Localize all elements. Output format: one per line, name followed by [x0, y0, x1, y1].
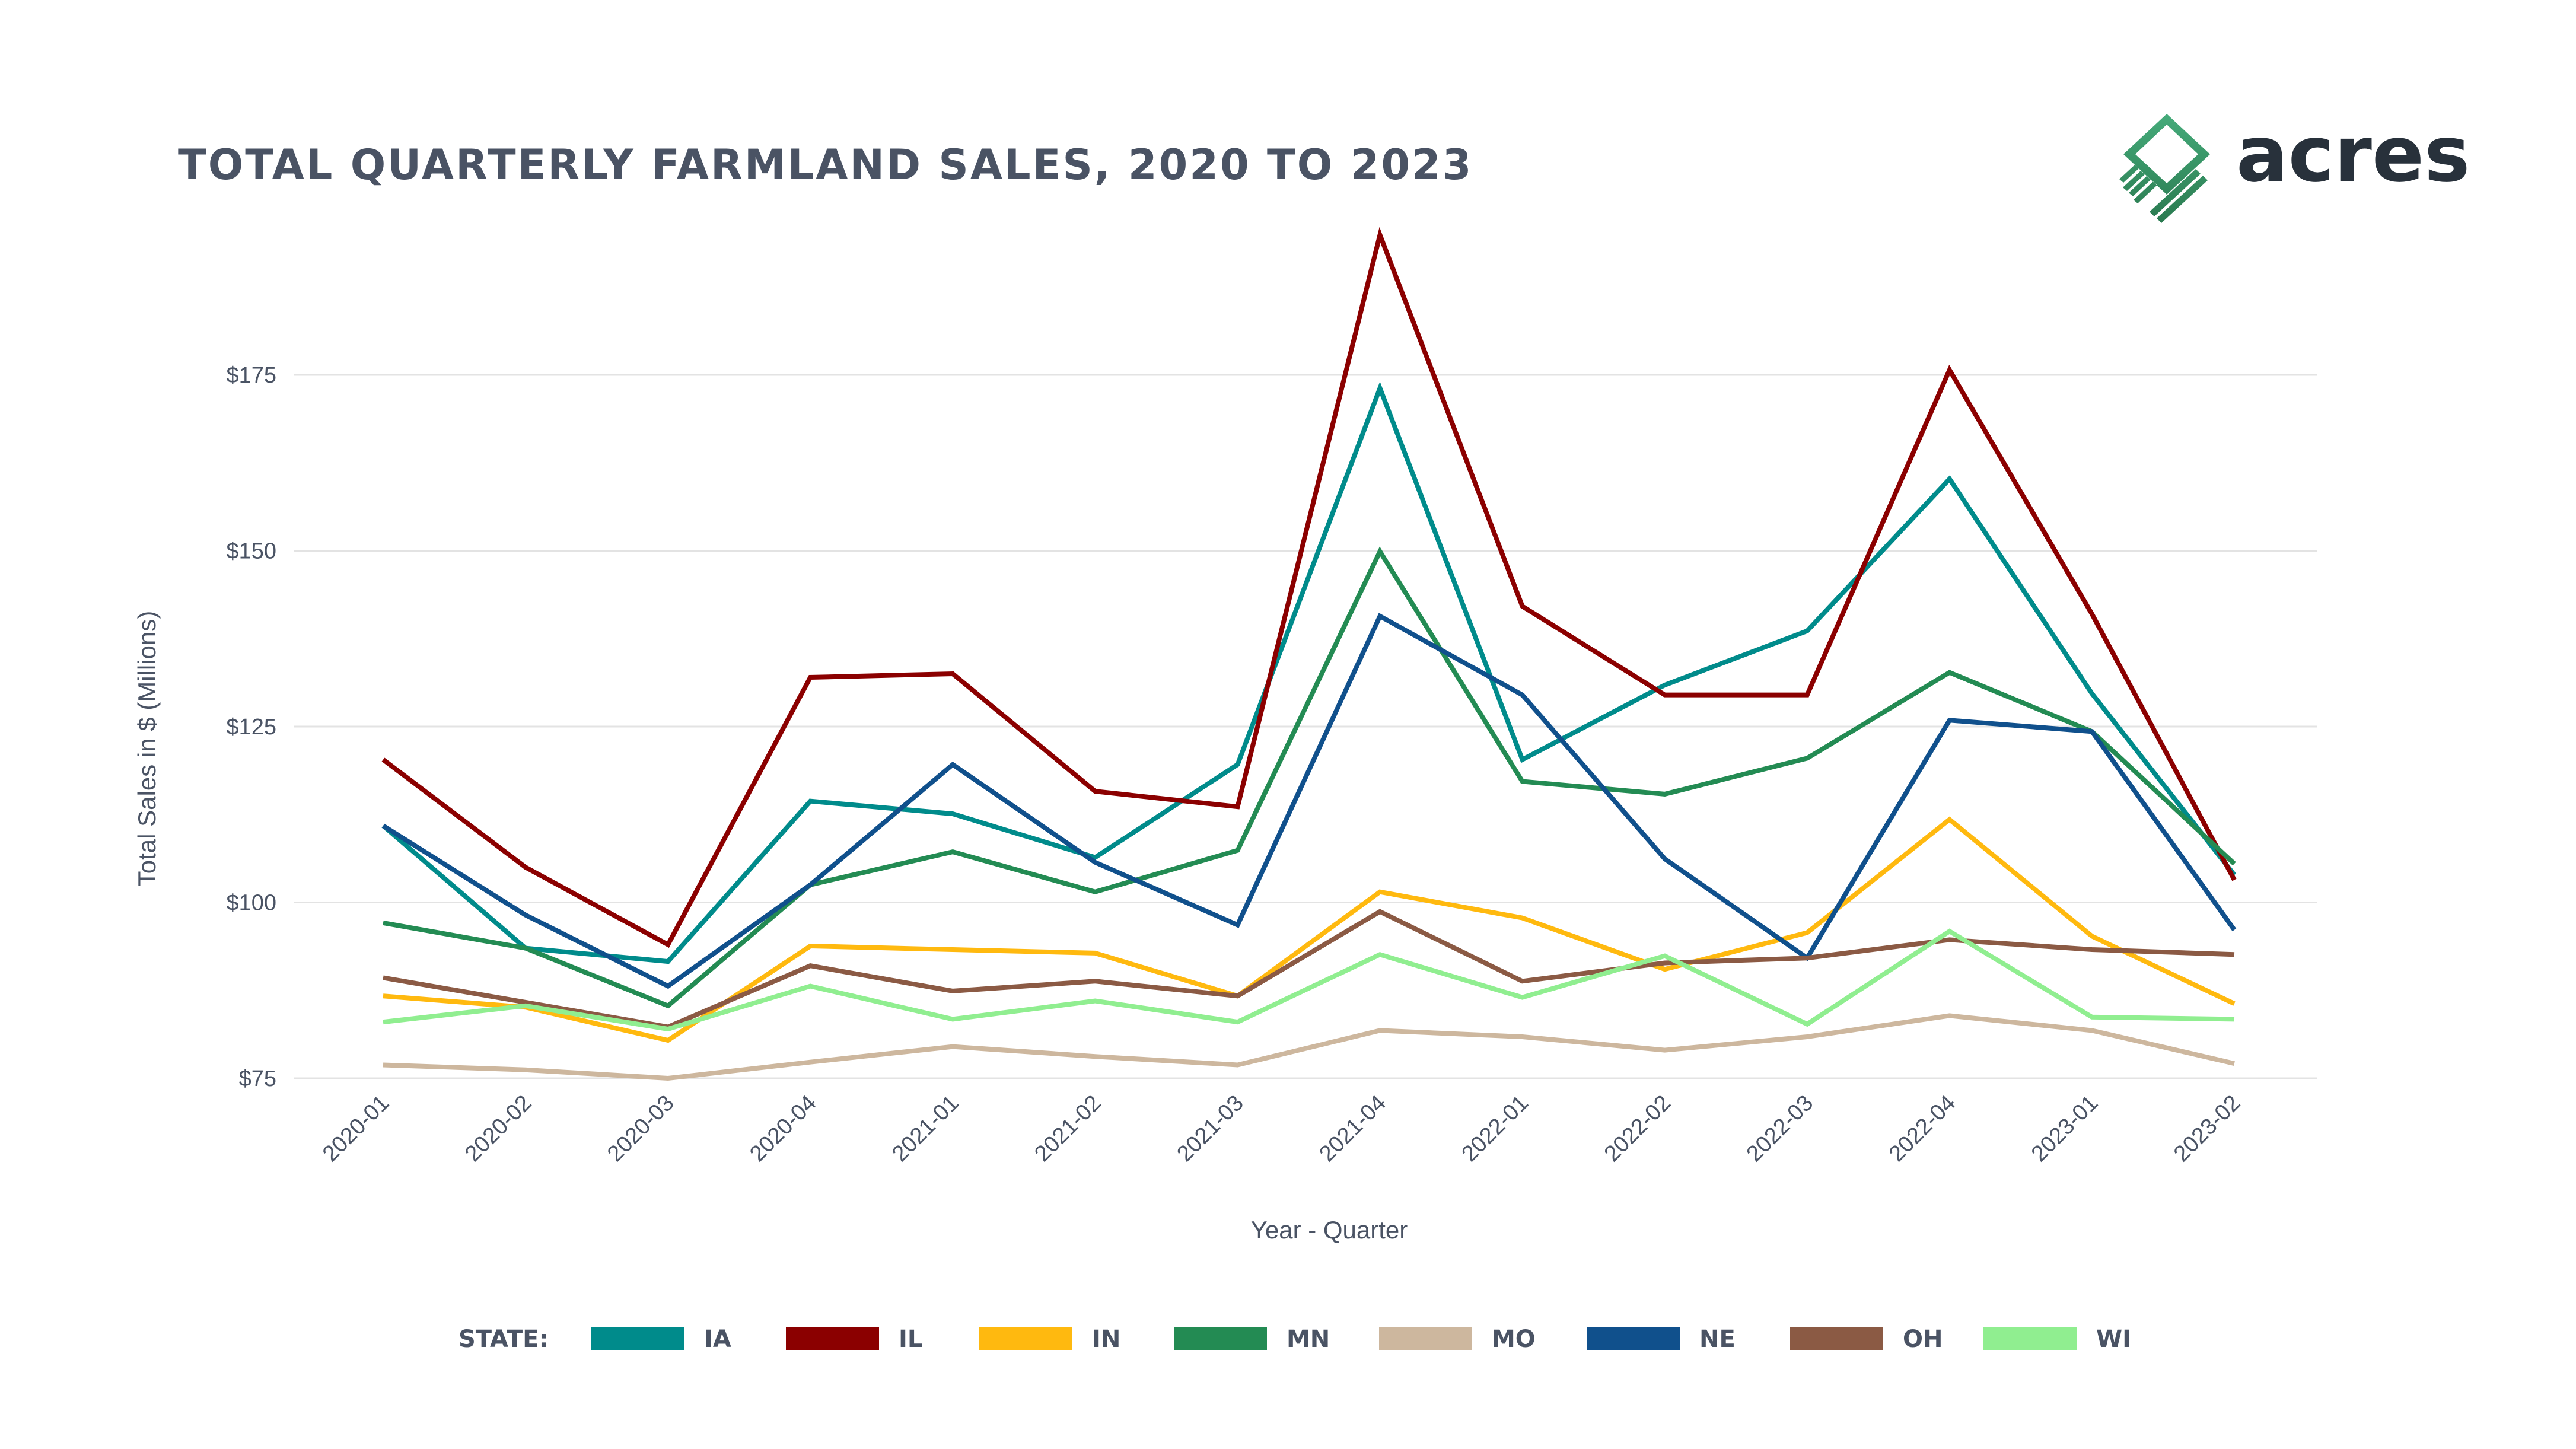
legend-label-mn: MN [1287, 1326, 1330, 1353]
x-tick-label: 2021-01 [887, 1091, 963, 1167]
legend-label-in: IN [1092, 1326, 1120, 1353]
x-tick-label: 2021-02 [1030, 1091, 1106, 1167]
y-axis-ticks: $75 $100 $125 $150 $175 [226, 363, 276, 1091]
series-line-in [383, 816, 2236, 1043]
series-line-oh [383, 909, 2235, 1030]
legend-label-wi: WI [2096, 1326, 2131, 1353]
y-tick-label: $100 [226, 891, 276, 916]
series-line-wi [383, 928, 2235, 1032]
x-axis-title: Year - Quarter [1251, 1216, 1408, 1244]
legend-label-oh: OH [1903, 1326, 1943, 1353]
x-tick-label: 2022-04 [1884, 1091, 1960, 1167]
series-line-ne [381, 613, 2237, 989]
series-line-mn [383, 546, 2236, 1009]
legend: STATE: IA IL IN MN MO NE OH WI [458, 1326, 2131, 1353]
x-tick-label: 2020-02 [460, 1091, 536, 1167]
legend-swatch-oh [1790, 1327, 1883, 1350]
legend-label-mo: MO [1492, 1326, 1536, 1353]
chart-title: TOTAL QUARTERLY FARMLAND SALES, 2020 TO … [178, 141, 1473, 189]
legend-label-il: IL [899, 1326, 922, 1353]
y-axis-title: Total Sales in $ (Millions) [133, 611, 161, 887]
legend-swatch-wi [1983, 1327, 2077, 1350]
x-tick-label: 2023-02 [2169, 1091, 2245, 1167]
x-tick-label: 2020-03 [603, 1091, 679, 1167]
x-tick-label: 2021-03 [1173, 1091, 1249, 1167]
logo-mark-icon [2119, 114, 2210, 223]
x-tick-label: 2020-04 [745, 1091, 821, 1167]
legend-swatch-il [786, 1327, 879, 1350]
legend-swatch-in [979, 1327, 1072, 1350]
x-tick-label: 2022-02 [1600, 1091, 1676, 1167]
acres-logo: acres [2119, 109, 2470, 223]
x-tick-label: 2022-01 [1457, 1091, 1533, 1167]
y-tick-label: $175 [226, 363, 276, 388]
x-tick-label: 2022-03 [1742, 1091, 1818, 1167]
x-axis-ticks: 2020-01 2020-02 2020-03 2020-04 2021-01 2021-… [318, 1091, 2245, 1167]
legend-label-ne: NE [1699, 1326, 1736, 1353]
x-tick-label: 2023-01 [2027, 1091, 2103, 1167]
legend-swatch-ia [591, 1327, 684, 1350]
x-tick-label: 2021-04 [1315, 1091, 1391, 1167]
series-line-ia [381, 381, 2237, 964]
legend-swatch-ne [1587, 1327, 1680, 1350]
y-tick-label: $75 [239, 1066, 276, 1091]
legend-swatch-mo [1379, 1327, 1472, 1350]
series-line-il [381, 227, 2237, 948]
y-tick-label: $125 [226, 715, 276, 740]
gridlines [294, 374, 2317, 1079]
series-lines [381, 227, 2237, 1081]
logo-text: acres [2236, 109, 2470, 199]
y-tick-label: $150 [226, 539, 276, 564]
series-line-mo [383, 1013, 2235, 1081]
legend-swatch-mn [1174, 1327, 1267, 1350]
x-tick-label: 2020-01 [318, 1091, 394, 1167]
legend-title: STATE: [458, 1326, 548, 1353]
legend-label-ia: IA [704, 1326, 731, 1353]
